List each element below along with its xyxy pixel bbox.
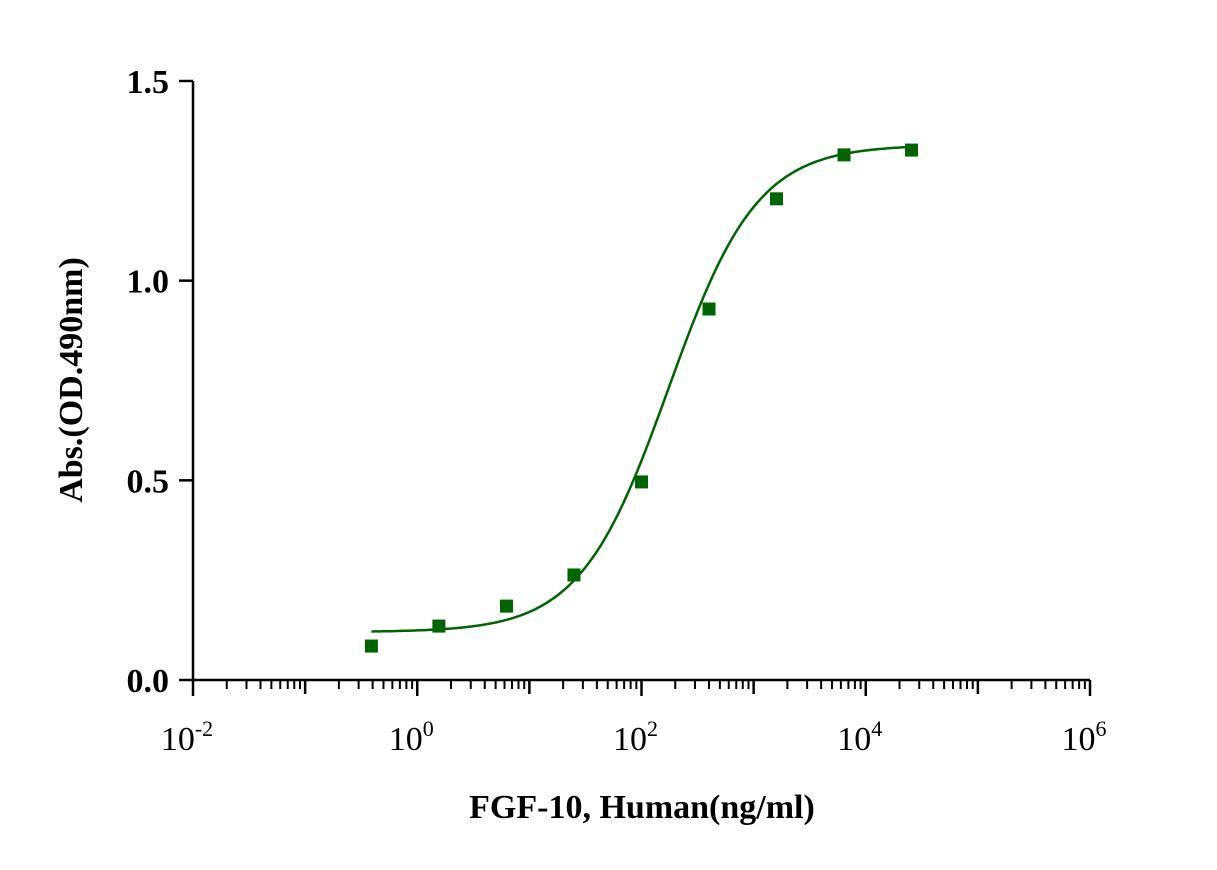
axes: 0.0 0.5 1.0 1.5 10-2 100 102 104 106: [127, 64, 1107, 758]
data-point: [364, 639, 378, 653]
y-axis-label: Abs.(OD.490nm): [53, 257, 90, 503]
data-point: [770, 192, 784, 206]
y-tick-label: 0.0: [127, 663, 170, 700]
data-point: [702, 302, 716, 316]
data-point: [905, 143, 919, 157]
x-tick-label: 10-2: [161, 716, 213, 758]
x-axis-label: FGF-10, Human(ng/ml): [469, 789, 815, 826]
data-point: [432, 619, 446, 633]
data-points: [364, 143, 919, 653]
x-tick-label: 100: [389, 716, 434, 758]
data-point: [499, 599, 513, 613]
data-point: [635, 475, 648, 489]
x-tick-label: 106: [1062, 716, 1107, 758]
y-tick-label: 1.5: [127, 64, 170, 101]
data-point: [837, 148, 851, 162]
data-point: [567, 568, 581, 582]
y-tick-label: 1.0: [127, 264, 170, 301]
x-tick-label: 102: [613, 716, 658, 758]
x-tick-label: 104: [837, 716, 882, 758]
y-tick-label: 0.5: [127, 463, 170, 500]
fit-curve: [371, 145, 912, 633]
